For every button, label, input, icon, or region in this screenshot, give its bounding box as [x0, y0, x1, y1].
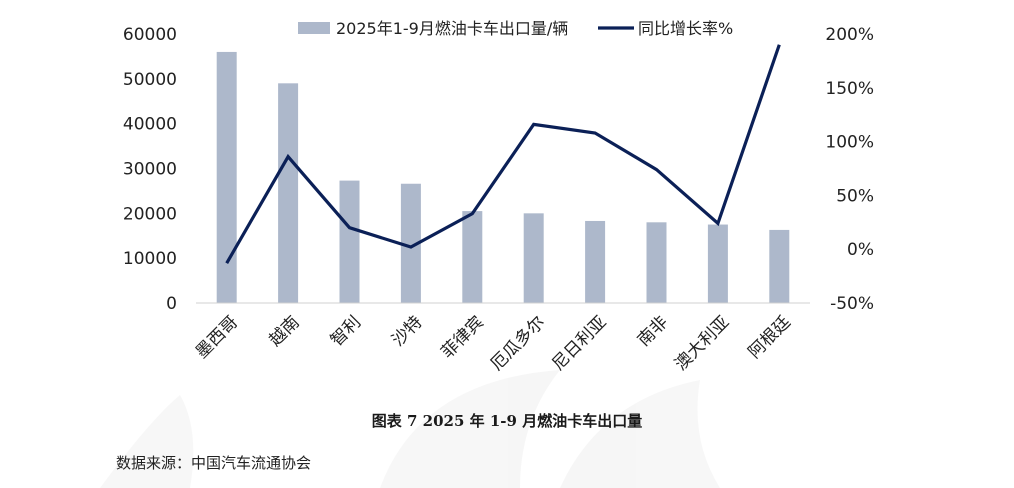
- left-tick-label: 60000: [123, 25, 177, 45]
- bar: [400, 183, 421, 303]
- watermark-logo: [100, 370, 720, 488]
- bar: [646, 222, 667, 303]
- left-axis-ticks: 0 10000 20000 30000 40000 50000 60000: [123, 25, 177, 314]
- category-label: 澳大利亚: [671, 312, 733, 374]
- bar: [707, 224, 728, 303]
- category-label: 智利: [327, 312, 365, 350]
- category-label: 菲律宾: [438, 312, 488, 362]
- bar: [278, 83, 299, 303]
- bar: [523, 213, 544, 303]
- bar: [585, 220, 606, 303]
- growth-rate-line: [225, 44, 781, 264]
- data-source: 数据来源：中国汽车流通协会: [116, 454, 312, 472]
- category-labels: 墨西哥 越南 智利 沙特 菲律宾 厄瓜多尔 尼日利亚 南非 澳大利亚 阿根廷: [192, 312, 795, 374]
- legend-bar-swatch: [298, 22, 330, 34]
- legend-line-label: 同比增长率%: [638, 19, 733, 38]
- category-label: 沙特: [388, 312, 426, 350]
- right-tick-label: 50%: [836, 186, 874, 206]
- left-tick-label: 0: [166, 294, 177, 314]
- left-tick-label: 30000: [123, 160, 177, 180]
- right-tick-label: 150%: [825, 79, 874, 99]
- category-label: 尼日利亚: [548, 312, 610, 374]
- bar: [769, 229, 790, 303]
- left-tick-label: 10000: [123, 249, 177, 269]
- legend: 2025年1-9月燃油卡车出口量/辆 同比增长率%: [298, 19, 733, 38]
- bar-series: [216, 51, 790, 303]
- bar: [216, 51, 237, 303]
- category-label: 墨西哥: [192, 312, 242, 362]
- category-label: 阿根廷: [745, 312, 795, 362]
- category-label: 南非: [634, 312, 672, 350]
- left-tick-label: 20000: [123, 204, 177, 224]
- right-tick-label: 100%: [825, 133, 874, 153]
- chart-caption: 图表 7 2025 年 1-9 月燃油卡车出口量: [371, 412, 643, 430]
- bar: [462, 211, 483, 303]
- left-tick-label: 40000: [123, 115, 177, 135]
- bar: [339, 180, 360, 303]
- category-label: 越南: [265, 312, 303, 350]
- right-tick-label: -50%: [830, 294, 874, 314]
- right-axis-ticks: -50% 0% 50% 100% 150% 200%: [825, 25, 874, 314]
- right-tick-label: 0%: [847, 240, 874, 260]
- legend-bar-label: 2025年1-9月燃油卡车出口量/辆: [336, 19, 568, 38]
- left-tick-label: 50000: [123, 70, 177, 90]
- right-tick-label: 200%: [825, 25, 874, 45]
- category-label: 厄瓜多尔: [487, 312, 549, 374]
